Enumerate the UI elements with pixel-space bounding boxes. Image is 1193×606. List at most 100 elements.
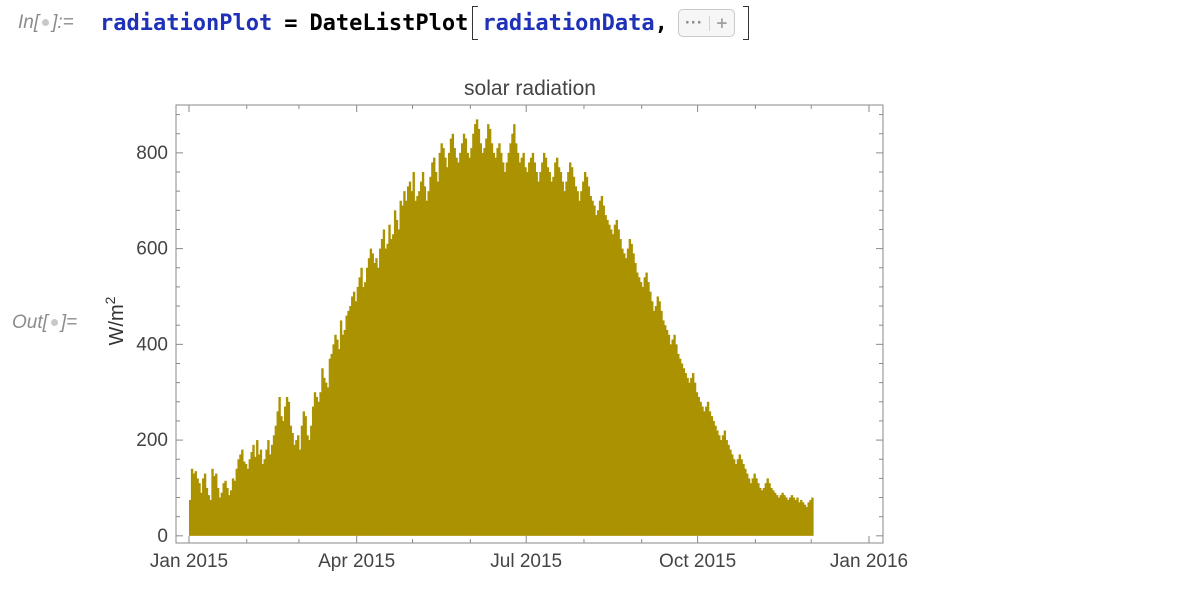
data-bar: [570, 167, 574, 536]
data-bar: [233, 480, 237, 536]
data-bar: [379, 248, 382, 536]
add-option-icon[interactable]: +: [715, 14, 729, 32]
data-bar: [481, 152, 484, 536]
data-bar: [807, 502, 810, 536]
data-bar: [619, 239, 622, 536]
data-bar: [636, 272, 639, 536]
data-bar: [503, 172, 507, 536]
data-bar: [617, 229, 620, 536]
output-label-suffix: ]=: [60, 312, 78, 333]
x-tick-label: Oct 2015: [659, 551, 736, 572]
data-bar: [496, 148, 499, 536]
data-bar: [675, 344, 678, 536]
data-bar: [546, 167, 550, 536]
data-bar: [531, 152, 535, 536]
data-bar: [654, 306, 658, 536]
data-bar: [349, 306, 352, 536]
data-bar: [239, 454, 242, 536]
data-bar: [209, 499, 212, 536]
data-bar: [341, 334, 345, 536]
y-tick-label: 600: [136, 239, 168, 260]
data-bar: [256, 440, 259, 536]
data-bar: [738, 454, 741, 536]
data-bar: [494, 157, 497, 536]
data-bar: [265, 449, 268, 536]
data-bar: [544, 157, 548, 536]
input-cell-label: In[]:=: [18, 12, 74, 34]
data-bar: [365, 267, 369, 536]
data-bar: [423, 186, 427, 536]
data-bar: [190, 468, 194, 536]
data-bar: [300, 425, 304, 536]
data-bar: [410, 191, 414, 536]
data-bar: [559, 172, 563, 536]
data-bar: [354, 301, 358, 536]
data-bar: [382, 229, 386, 536]
data-bar: [792, 497, 795, 536]
data-bar: [464, 138, 468, 536]
data-bar: [403, 191, 406, 536]
data-bar: [414, 200, 417, 536]
data-bar: [205, 487, 209, 536]
data-bar: [433, 157, 436, 536]
data-bar: [440, 143, 443, 536]
data-bar: [798, 502, 801, 536]
data-bar: [678, 358, 682, 536]
svg-text:W/m2: W/m2: [102, 296, 128, 345]
data-bar: [801, 502, 805, 536]
data-bar: [425, 200, 428, 536]
data-bar: [215, 473, 218, 536]
data-bar: [189, 499, 192, 536]
data-bar: [304, 416, 307, 536]
input-code[interactable]: radiationPlot = DateListPlot radiationDa…: [100, 6, 753, 40]
data-bar: [628, 239, 632, 536]
data-bar: [291, 432, 294, 536]
data-bar: [703, 411, 706, 536]
data-bar: [710, 416, 713, 536]
data-bar: [610, 229, 613, 536]
data-bar: [740, 459, 743, 536]
data-bar: [336, 339, 339, 536]
data-bar: [624, 258, 628, 536]
data-bar: [472, 133, 475, 536]
data-bar: [651, 301, 654, 536]
more-options-icon[interactable]: ···: [679, 15, 710, 31]
options-template-button[interactable]: ··· +: [677, 9, 736, 37]
function-name[interactable]: DateListPlot: [309, 10, 469, 36]
y-axis-label-text: W/m: [106, 304, 128, 345]
open-bracket-icon: [472, 6, 479, 40]
output-cell-label: Out[ ]=: [12, 312, 77, 334]
data-bar: [533, 162, 537, 536]
data-bar: [734, 464, 738, 536]
data-bar: [682, 368, 686, 536]
data-bar: [243, 461, 246, 536]
assign-operator: =: [284, 10, 298, 36]
data-bar: [684, 373, 687, 536]
function-argument[interactable]: radiationData: [482, 10, 655, 36]
data-bar: [604, 215, 607, 536]
data-bar: [334, 334, 337, 536]
data-bar: [257, 454, 261, 536]
input-label-prefix: In[: [18, 12, 40, 33]
data-bar: [198, 483, 201, 536]
output-label-prefix: Out[: [12, 312, 48, 333]
data-bar: [325, 382, 328, 536]
data-bar: [634, 262, 637, 536]
x-tick-label: Jan 2015: [150, 551, 228, 572]
data-bar: [358, 277, 361, 536]
data-bar: [574, 186, 577, 536]
data-bar: [392, 234, 395, 536]
data-bar: [427, 191, 430, 536]
data-bar: [444, 157, 447, 536]
data-bar: [747, 478, 751, 536]
data-bar: [639, 282, 643, 536]
assign-variable[interactable]: radiationPlot: [100, 10, 273, 36]
data-bar: [229, 490, 233, 536]
data-bar: [207, 495, 210, 536]
data-bar: [775, 495, 779, 536]
data-bar: [572, 176, 576, 536]
close-bracket-icon: [743, 6, 750, 40]
data-bar: [556, 157, 559, 536]
